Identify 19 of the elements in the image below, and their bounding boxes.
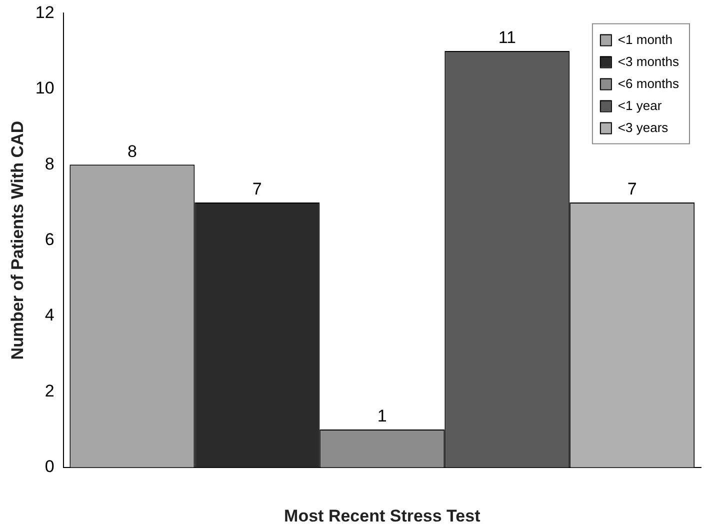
y-tick-label: 0: [44, 457, 54, 476]
y-axis-title: Number of Patients With CAD: [8, 120, 27, 360]
y-tick-label: 2: [44, 381, 54, 400]
x-axis-title: Most Recent Stress Test: [284, 506, 481, 526]
data-label: 11: [498, 28, 516, 48]
legend-label: <3 years: [618, 120, 669, 135]
data-label: 7: [627, 180, 637, 199]
y-tick-label: 4: [44, 306, 54, 325]
y-tick-label: 8: [44, 154, 54, 174]
data-label: 7: [252, 180, 262, 199]
legend-label: <1 month: [618, 32, 673, 47]
legend-label: <3 months: [618, 54, 680, 69]
y-tick-label: 10: [35, 78, 54, 98]
data-label: 8: [127, 142, 137, 161]
y-tick-label: 6: [44, 230, 54, 249]
data-label: 1: [377, 406, 387, 426]
legend-label: <6 months: [618, 76, 680, 91]
legend-label: <1 year: [618, 98, 662, 113]
y-tick-label: 12: [35, 2, 54, 22]
